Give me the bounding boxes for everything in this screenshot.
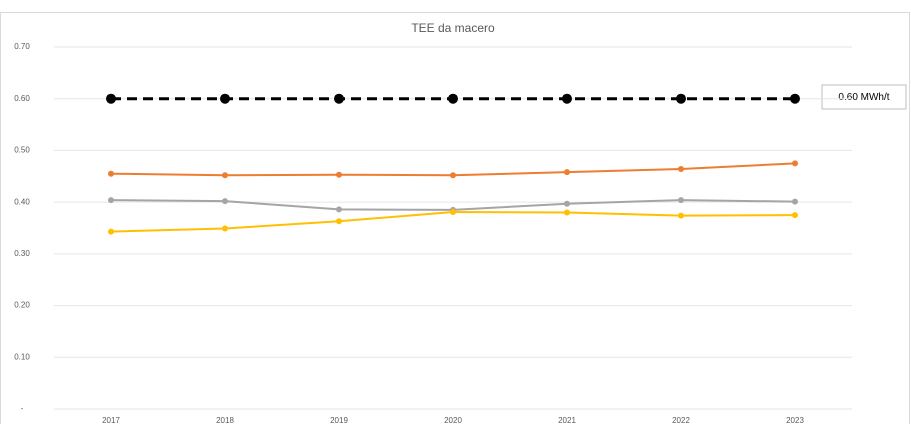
x-tick-label: 2018 <box>216 416 234 424</box>
point <box>106 93 116 104</box>
y-tick-label: 0.30 <box>14 249 30 258</box>
point <box>108 170 114 177</box>
point <box>334 93 344 104</box>
point <box>222 225 228 232</box>
x-tick-label: 2023 <box>786 416 804 424</box>
point <box>448 93 458 104</box>
point <box>222 198 228 205</box>
y-tick-label: 0.20 <box>14 301 30 310</box>
x-tick-label: 2022 <box>672 416 690 424</box>
point <box>792 198 798 205</box>
point <box>108 197 114 204</box>
point <box>678 212 684 219</box>
y-tick-label: 0.50 <box>14 146 30 155</box>
point <box>676 93 686 104</box>
annotation-box <box>821 84 907 110</box>
point <box>336 218 342 225</box>
point <box>336 171 342 178</box>
chart-frame <box>0 12 910 424</box>
y-tick-label: 0.40 <box>14 197 30 206</box>
y-tick-label: 0.70 <box>14 42 30 51</box>
y-tick-label: - <box>21 404 24 413</box>
x-tick-label: 2020 <box>444 416 462 424</box>
point <box>792 160 798 167</box>
x-tick-label: 2019 <box>330 416 348 424</box>
point <box>336 206 342 213</box>
point <box>450 208 456 215</box>
point <box>564 200 570 207</box>
y-tick-label: 0.60 <box>14 94 30 103</box>
point <box>450 172 456 179</box>
point <box>792 212 798 219</box>
y-tick-label: 0.10 <box>14 352 30 361</box>
point <box>790 93 800 104</box>
point <box>678 197 684 204</box>
point <box>564 209 570 216</box>
point <box>564 169 570 176</box>
x-tick-label: 2017 <box>102 416 120 424</box>
point <box>222 172 228 179</box>
point <box>108 228 114 235</box>
chart-title: TEE da macero <box>411 21 495 35</box>
point <box>678 166 684 173</box>
point <box>562 93 572 104</box>
point <box>220 93 230 104</box>
annotation: 0.60 MWh/t <box>838 92 889 103</box>
x-tick-label: 2021 <box>558 416 576 424</box>
